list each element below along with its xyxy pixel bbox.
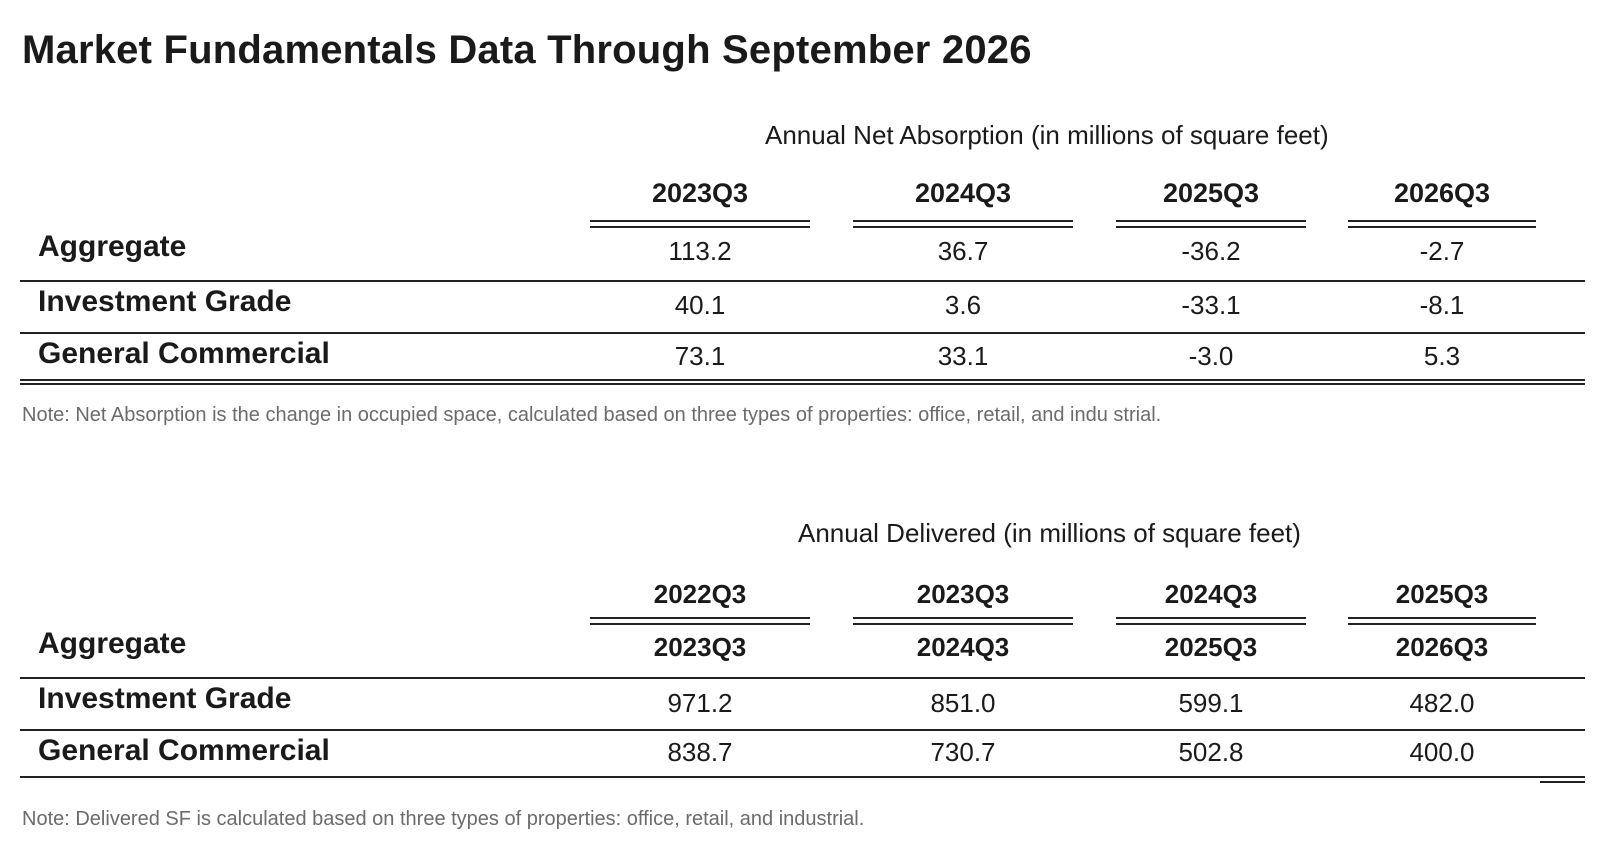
- delivered-col-header-end: 2026Q3: [1395, 632, 1489, 662]
- column-underline: [1116, 617, 1306, 625]
- row-label-aggregate: Aggregate: [38, 627, 187, 660]
- row-label-general-commercial: General Commercial: [38, 337, 330, 370]
- table-cell: -36.2: [1181, 236, 1241, 266]
- table-cell: 482.0: [1409, 688, 1475, 718]
- absorption-col-header: 2026Q3: [1393, 178, 1491, 208]
- table-cell: 33.1: [937, 341, 989, 371]
- column-underline: [590, 220, 810, 228]
- absorption-col-header: 2024Q3: [914, 178, 1012, 208]
- absorption-col-header: 2025Q3: [1162, 178, 1260, 208]
- table-cell: 5.3: [1423, 341, 1461, 371]
- delivered-col-header-start: 2023Q3: [916, 579, 1010, 609]
- table-cell: -8.1: [1419, 290, 1465, 320]
- row-divider: [20, 729, 1585, 731]
- row-label-investment-grade: Investment Grade: [38, 285, 292, 318]
- absorption-caption: Annual Net Absorption (in millions of sq…: [765, 120, 1329, 150]
- delivered-note: Note: Delivered SF is calculated based o…: [22, 808, 865, 830]
- table-cell: 838.7: [667, 737, 733, 767]
- delivered-col-header-start: 2022Q3: [653, 579, 747, 609]
- table-cell: 3.6: [944, 290, 982, 320]
- delivered-col-header-end: 2023Q3: [653, 632, 747, 662]
- column-underline: [1348, 220, 1536, 228]
- row-divider: [20, 280, 1585, 282]
- table-cell: 36.7: [937, 236, 989, 266]
- table-cell: 73.1: [674, 341, 726, 371]
- table-bottom-rule: [20, 776, 1585, 778]
- table-cell: -2.7: [1419, 236, 1465, 266]
- row-divider: [20, 677, 1585, 679]
- delivered-col-header-end: 2024Q3: [916, 632, 1010, 662]
- table-bottom-rule: [20, 383, 1585, 385]
- delivered-caption: Annual Delivered (in millions of square …: [798, 518, 1301, 548]
- table-cell: 502.8: [1178, 737, 1244, 767]
- column-underline: [853, 617, 1073, 625]
- table-cell: 113.2: [668, 236, 732, 266]
- column-underline: [590, 617, 810, 625]
- row-label-investment-grade: Investment Grade: [38, 682, 292, 715]
- table-cell: 730.7: [930, 737, 996, 767]
- table-cell: -33.1: [1181, 290, 1241, 320]
- table-cell: 40.1: [674, 290, 726, 320]
- delivered-col-header-end: 2025Q3: [1164, 632, 1258, 662]
- row-divider: [20, 332, 1585, 334]
- column-underline: [1116, 220, 1306, 228]
- table-cell: -3.0: [1188, 341, 1234, 371]
- table-bottom-rule: [20, 379, 1585, 381]
- page-title: Market Fundamentals Data Through Septemb…: [22, 28, 1032, 72]
- absorption-col-header: 2023Q3: [651, 178, 749, 208]
- delivered-col-header-start: 2025Q3: [1395, 579, 1489, 609]
- table-cell: 971.2: [667, 688, 733, 718]
- column-underline: [853, 220, 1073, 228]
- absorption-note: Note: Net Absorption is the change in oc…: [22, 404, 1162, 426]
- delivered-col-header-start: 2024Q3: [1164, 579, 1258, 609]
- column-underline: [1348, 617, 1536, 625]
- row-label-general-commercial: General Commercial: [38, 734, 330, 767]
- table-cell: 851.0: [930, 688, 996, 718]
- row-label-aggregate: Aggregate: [38, 230, 187, 263]
- table-cell: 400.0: [1409, 737, 1475, 767]
- table-cell: 599.1: [1178, 688, 1244, 718]
- table-bottom-rule: [1540, 781, 1585, 783]
